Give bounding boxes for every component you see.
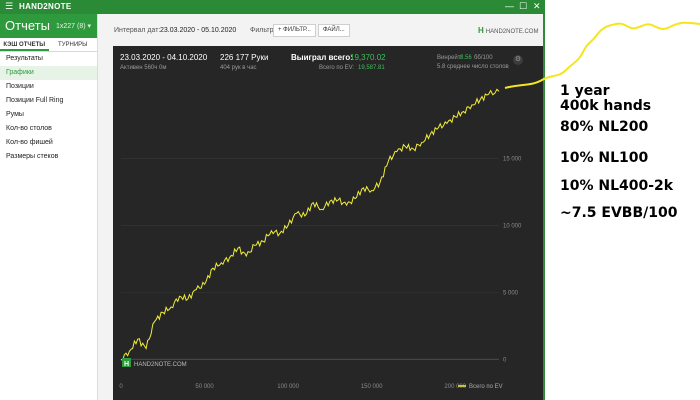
reports-title: Отчеты xyxy=(5,18,50,33)
x-tick-label: 50 000 xyxy=(195,384,214,390)
sidebar-header: Отчеты 1x227 (8) ▾ xyxy=(0,14,97,38)
active-time: Активен 560ч 0м xyxy=(120,65,167,71)
x-tick-label: 150 000 xyxy=(361,384,383,390)
sidebar-item-table-count[interactable]: Кол-во столов xyxy=(6,125,52,132)
annotation-line-4: 10% NL100 xyxy=(560,150,649,166)
x-tick-label: 100 000 xyxy=(277,384,299,390)
add-filter-button[interactable]: + ФИЛЬТР... xyxy=(273,24,316,37)
player-selector[interactable]: 1x227 (8) ▾ xyxy=(56,23,92,30)
hands-count: 226 177 Руки xyxy=(220,53,269,62)
x-tick-label: 0 xyxy=(119,384,123,390)
chart-lines xyxy=(120,88,500,362)
report-list: Результаты Графики Позиции Позиции Full … xyxy=(0,52,97,164)
sidebar-item-positions-full-ring[interactable]: Позиции Full Ring xyxy=(6,97,64,104)
minimize-icon[interactable]: — xyxy=(505,1,514,11)
legend-ev-label: Всего по EV xyxy=(469,384,503,390)
ev-total-value: 19,587.81 xyxy=(358,65,385,71)
file-button[interactable]: ФАЙЛ... xyxy=(318,24,350,37)
chart-watermark: H HAND2NOTE.COM xyxy=(122,358,187,368)
interval-value[interactable]: 23.03.2020 - 05.10.2020 xyxy=(160,27,237,34)
winrate-unit: бб/100 xyxy=(474,55,493,61)
x-tick-label: 200 000 xyxy=(444,384,466,390)
annotation-line-6: ~7.5 EVBB/100 xyxy=(560,205,678,221)
graph-date-range: 23.03.2020 - 04.10.2020 xyxy=(120,53,208,62)
winrate-value: 8.56 xyxy=(460,55,472,61)
toolbar: Интервал дат: 23.03.2020 - 05.10.2020 Фи… xyxy=(98,14,545,44)
won-total-value: 19,370.02 xyxy=(350,53,386,62)
watermark-logo-icon xyxy=(122,358,131,367)
avg-tables: 5.8 среднее число столов xyxy=(437,64,509,70)
series-line-ev xyxy=(120,88,500,362)
sidebar-item-results[interactable]: Результаты xyxy=(6,55,43,62)
annotation-line-1: 1 year xyxy=(560,83,610,99)
watermark-logo-glyph: H xyxy=(124,361,129,368)
won-total-label: Выиграл всего: xyxy=(291,53,353,62)
filters-label: Фильтры: xyxy=(250,27,281,34)
annotation-line-5: 10% NL400-2k xyxy=(560,178,674,194)
y-tick-label: 15 000 xyxy=(503,156,522,162)
hands-per-hour: 404 рук в час xyxy=(220,65,257,71)
tab-cash-reports[interactable]: КЭШ ОТЧЕТЫ xyxy=(0,38,49,51)
app-brand: HAND2NOTE xyxy=(19,2,72,11)
menu-icon[interactable]: ☰ xyxy=(5,1,14,11)
ev-total-label: Всего по EV: xyxy=(319,65,355,71)
chart-ticks: 0 5 000 10 000 15 000 0 50 000 100 000 150 000 2… xyxy=(119,156,522,390)
y-tick-label: 0 xyxy=(503,357,507,363)
chart-grid xyxy=(121,158,499,360)
hand2note-logo-text: HAND2NOTE.COM xyxy=(485,29,539,35)
chart-legend: Всего по EV xyxy=(458,384,503,390)
sidebar-item-chip-count[interactable]: Кол-во фишей xyxy=(6,139,53,146)
winnings-chart: 0 5 000 10 000 15 000 0 50 000 100 000 150 000 2… xyxy=(119,88,522,390)
maximize-icon[interactable]: ☐ xyxy=(519,1,528,11)
hand2note-logo-icon: H xyxy=(478,26,484,35)
sidebar: Отчеты 1x227 (8) ▾ КЭШ ОТЧЕТЫ ТУРНИРЫ Ре… xyxy=(0,14,98,400)
interval-label: Интервал дат: xyxy=(114,27,161,34)
annotation-line-2: 400k hands xyxy=(560,98,652,114)
sidebar-item-graphs[interactable]: Графики xyxy=(0,66,97,80)
winrate-label: Винрейт: xyxy=(437,55,463,61)
sidebar-item-positions[interactable]: Позиции xyxy=(6,83,34,90)
tab-tournaments[interactable]: ТУРНИРЫ xyxy=(58,42,88,48)
app-window: ☰ HAND2NOTE — ☐ ✕ Отчеты 1x227 (8) ▾ КЭШ… xyxy=(0,0,545,400)
y-tick-label: 10 000 xyxy=(503,223,522,229)
close-icon[interactable]: ✕ xyxy=(533,1,541,11)
sidebar-item-rooms[interactable]: Румы xyxy=(6,111,24,118)
hand2note-logo: H HAND2NOTE.COM xyxy=(478,26,538,35)
y-tick-label: 5 000 xyxy=(503,290,519,296)
title-bar: ☰ HAND2NOTE — ☐ ✕ xyxy=(0,0,545,14)
main-area: Интервал дат: 23.03.2020 - 05.10.2020 Фи… xyxy=(98,14,545,400)
annotation-line-3: 80% NL200 xyxy=(560,119,649,135)
sidebar-item-stack-sizes[interactable]: Размеры стеков xyxy=(6,153,59,160)
watermark-text: HAND2NOTE.COM xyxy=(134,362,187,368)
graph-panel: 23.03.2020 - 04.10.2020 Активен 560ч 0м … xyxy=(113,46,543,400)
sidebar-tabs: КЭШ ОТЧЕТЫ ТУРНИРЫ xyxy=(0,38,97,52)
